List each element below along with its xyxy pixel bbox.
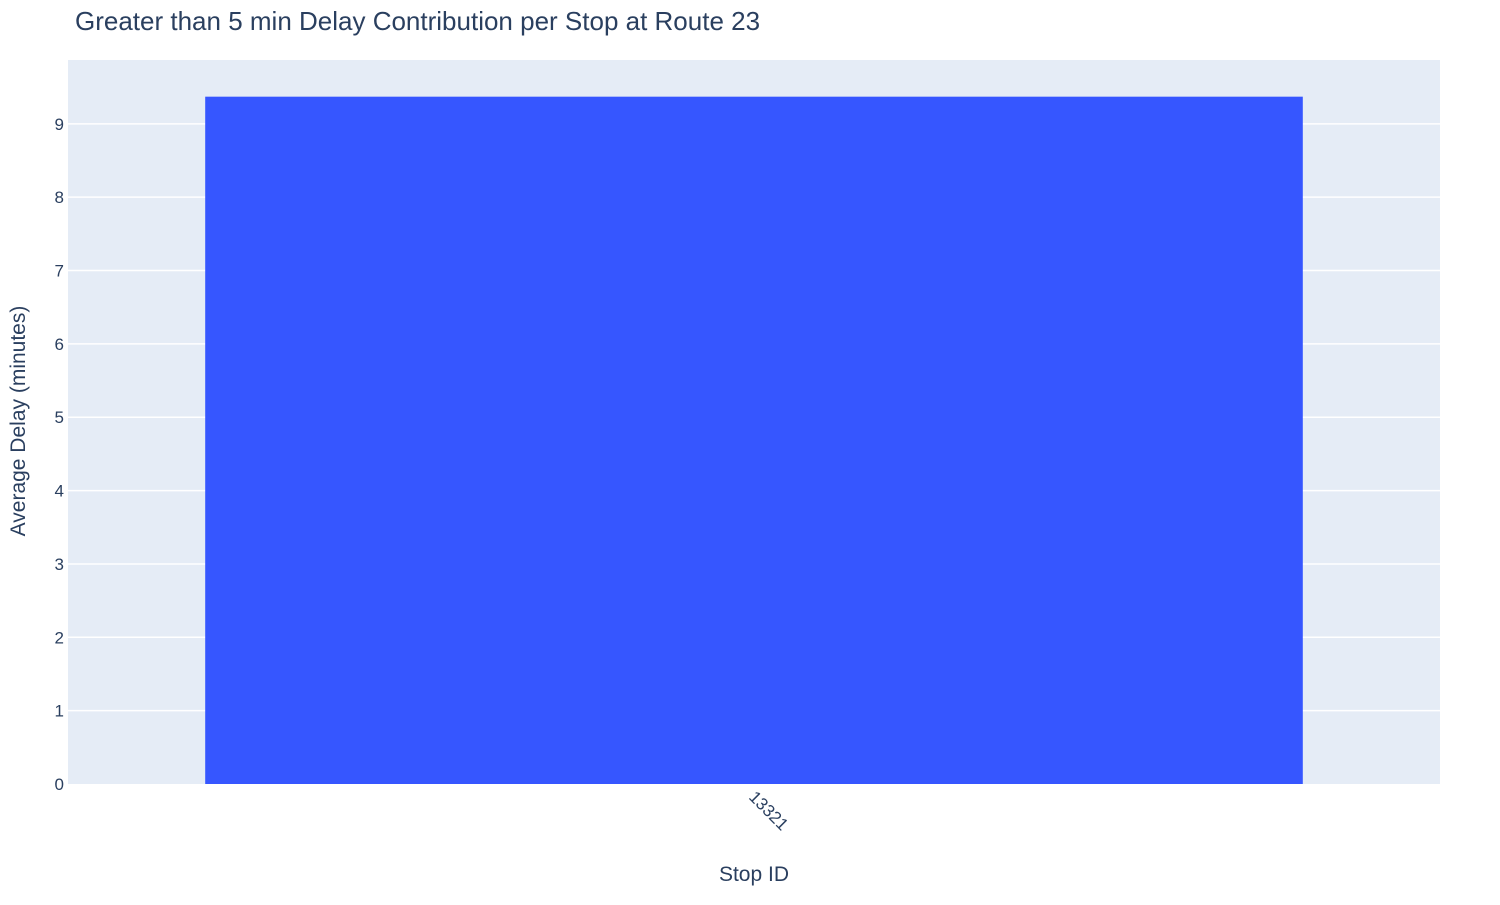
bar-13321[interactable] <box>205 96 1303 784</box>
x-axis-title: Stop ID <box>719 863 789 886</box>
x-tick-label: 13321 <box>745 787 792 834</box>
y-tick-label: 3 <box>55 555 64 574</box>
x-axis-ticks: 13321 <box>745 787 792 834</box>
y-tick-label: 4 <box>55 482 64 501</box>
y-tick-label: 6 <box>55 335 64 354</box>
y-axis-title: Average Delay (minutes) <box>7 306 30 537</box>
bars <box>205 96 1303 784</box>
y-tick-label: 8 <box>55 188 64 207</box>
y-tick-label: 0 <box>55 775 64 794</box>
y-tick-label: 1 <box>55 702 64 721</box>
chart-title: Greater than 5 min Delay Contribution pe… <box>75 6 760 36</box>
y-tick-label: 9 <box>55 115 64 134</box>
y-tick-label: 5 <box>55 408 64 427</box>
y-tick-label: 7 <box>55 262 64 281</box>
y-axis-ticks: 0 1 2 3 4 5 6 7 8 9 <box>55 115 64 794</box>
y-tick-label: 2 <box>55 628 64 647</box>
